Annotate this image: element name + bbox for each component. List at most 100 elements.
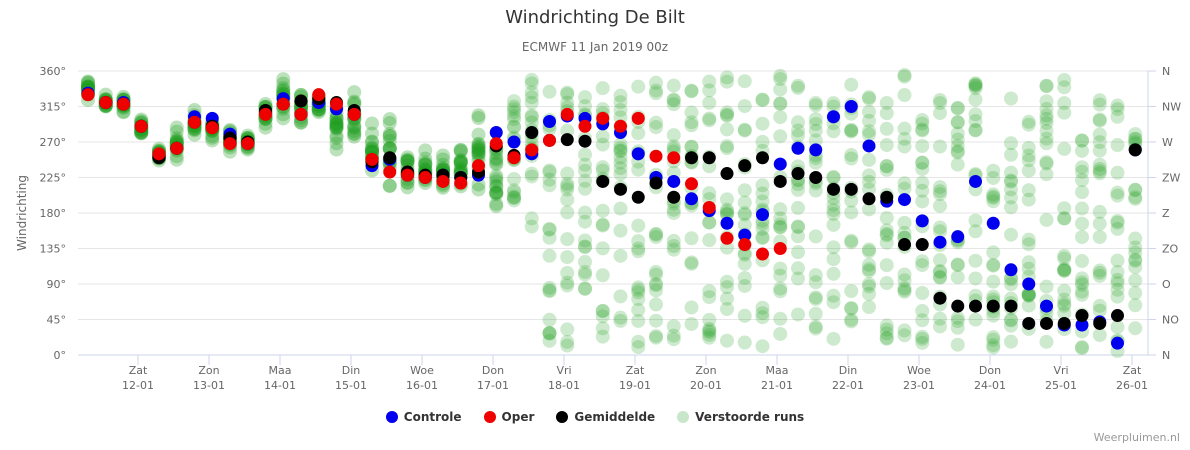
ensemble-point — [968, 122, 983, 137]
ensemble-point — [826, 266, 841, 281]
ensemble-point — [471, 146, 486, 161]
ensemble-point — [631, 282, 646, 297]
ensemble-point — [169, 152, 184, 167]
chart-subtitle: ECMWF 11 Jan 2019 00z — [521, 40, 669, 54]
legend-item-controle[interactable]: Controle — [385, 410, 462, 424]
ensemble-point — [1075, 284, 1089, 299]
ensemble-point — [1057, 292, 1072, 307]
y2-tick-label: W — [1162, 136, 1173, 149]
ensemble-point — [968, 107, 983, 122]
ensemble-point — [950, 310, 965, 325]
ensemble-point — [879, 228, 894, 243]
ensemble-point — [382, 129, 397, 144]
ensemble-point — [1110, 138, 1125, 153]
ensemble-point — [1092, 97, 1107, 112]
ensemble-point — [631, 234, 646, 249]
ensemble-point — [1004, 136, 1018, 151]
x-tick-date: 15-01 — [335, 379, 367, 392]
ensemble-point — [347, 129, 362, 144]
ensemble-point — [666, 242, 681, 257]
ensemble-point — [329, 131, 344, 146]
ensemble-point — [1128, 127, 1143, 142]
ensemble-point — [844, 148, 859, 163]
ensemble-point — [862, 124, 876, 139]
ensemble-point — [276, 76, 291, 91]
ensemble-point — [737, 207, 752, 222]
ensemble-point — [649, 230, 663, 245]
ensemble-point — [702, 95, 717, 110]
ensemble-point — [489, 152, 504, 167]
ensemble-point — [1110, 185, 1125, 200]
ensemble-point — [524, 76, 539, 91]
ensemble-point — [915, 254, 930, 269]
ensemble-point — [347, 85, 362, 100]
ensemble-point — [773, 220, 788, 235]
ensemble-point — [915, 331, 930, 346]
ensemble-point — [702, 215, 717, 230]
x-tick-day: Vri — [556, 364, 571, 377]
y2-tick-label: NW — [1162, 101, 1181, 114]
ensemble-point — [1057, 80, 1072, 95]
oper-point — [773, 242, 787, 255]
ensemble-point — [329, 136, 344, 151]
credit-link[interactable]: Weerpluimen.nl — [1093, 431, 1180, 444]
ensemble-point — [862, 244, 876, 259]
ensemble-point — [879, 211, 894, 226]
ensemble-point — [382, 141, 397, 156]
y-tick-label: 90° — [47, 278, 67, 291]
ensemble-point — [862, 286, 876, 301]
ensemble-point — [1128, 298, 1143, 313]
x-tick-day: Zon — [198, 364, 219, 377]
ensemble-point — [613, 137, 628, 152]
ensemble-point — [329, 111, 344, 126]
ensemble-point — [542, 283, 557, 298]
ensemble-point — [578, 173, 592, 188]
legend-item-oper[interactable]: Oper — [483, 410, 534, 424]
ensemble-point — [915, 122, 930, 137]
ensemble-point — [507, 119, 521, 134]
ensemble-point — [631, 334, 646, 349]
ensemble-point — [720, 74, 734, 89]
ensemble-point — [1021, 153, 1036, 168]
ensemble-point — [1004, 165, 1018, 180]
oper-point — [330, 97, 343, 111]
ensemble-point — [400, 150, 415, 165]
ensemble-point — [382, 141, 397, 156]
x-tick-date: 19-01 — [619, 379, 651, 392]
ensemble-point — [915, 329, 930, 344]
legend-label: Verstoorde runs — [695, 410, 805, 424]
ensemble-point — [613, 201, 628, 216]
ensemble-point — [1057, 72, 1072, 87]
ensemble-point — [933, 263, 947, 278]
ensemble-point — [489, 155, 504, 170]
ensemble-point — [1075, 143, 1089, 158]
legend-item-gemiddelde[interactable]: Gemiddelde — [556, 410, 655, 424]
ensemble-point — [879, 95, 894, 110]
ensemble-point — [720, 192, 734, 207]
oper-point — [223, 137, 237, 151]
ensemble-point — [826, 288, 841, 303]
ensemble-point — [560, 85, 575, 100]
ensemble-point — [489, 185, 504, 200]
ensemble-point — [81, 75, 95, 90]
ensemble-point — [1110, 221, 1125, 236]
ensemble-point — [1057, 251, 1072, 266]
ensemble-point — [933, 265, 947, 280]
ensemble-point — [1092, 229, 1107, 244]
ensemble-point — [578, 267, 592, 282]
ensemble-point — [507, 171, 521, 186]
ensemble-point — [702, 321, 717, 336]
ensemble-point — [489, 196, 504, 211]
ensemble-point — [631, 218, 646, 233]
ensemble-point — [471, 145, 486, 160]
ensemble-point — [755, 230, 770, 245]
ensemble-point — [524, 95, 539, 110]
ensemble-point — [507, 185, 521, 200]
ensemble-point — [1021, 148, 1036, 163]
y2-tick-label: NO — [1162, 314, 1179, 327]
ensemble-point — [631, 313, 646, 328]
x-tick-day: Maa — [269, 364, 292, 377]
ensemble-point — [933, 311, 947, 326]
ensemble-point — [1021, 114, 1036, 129]
legend-item-verstoorde-runs[interactable]: Verstoorde runs — [677, 410, 804, 424]
